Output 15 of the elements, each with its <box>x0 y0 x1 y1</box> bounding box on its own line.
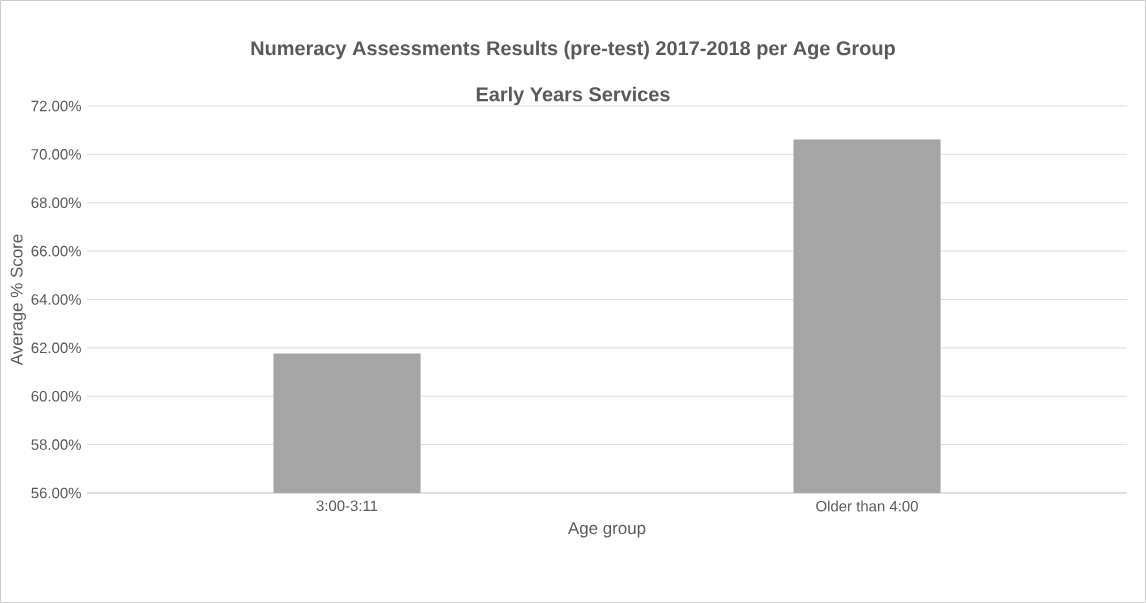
y-tick-label: 58.00% <box>31 439 81 450</box>
x-tick-label: 3:00-3:11 <box>316 500 378 512</box>
y-tick-label: 64.00% <box>31 294 81 305</box>
x-tick-label: Older than 4:00 <box>816 500 918 512</box>
chart-subtitle: Early Years Services <box>476 86 670 106</box>
y-tick-label: 70.00% <box>31 149 81 160</box>
y-tick-label: 68.00% <box>31 197 81 209</box>
x-axis-title: Age group <box>567 522 646 538</box>
y-tick-label: 66.00% <box>31 245 81 257</box>
y-axis-title: Average % Score <box>10 234 26 366</box>
chart-title: Numeracy Assessments Results (pre-test) 2017-2018 per Age Group <box>251 40 895 60</box>
y-tick-label: 56.00% <box>31 487 81 499</box>
y-tick-label: 62.00% <box>31 342 81 354</box>
y-tick-label: 60.00% <box>31 390 81 402</box>
y-tick-label: 72.00% <box>31 100 81 112</box>
